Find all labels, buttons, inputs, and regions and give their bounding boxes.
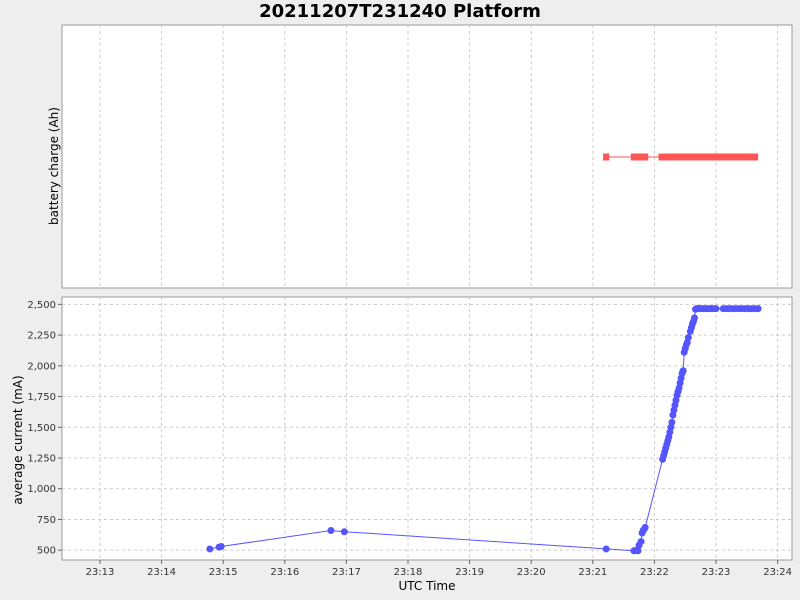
- current-point: [668, 418, 676, 426]
- y-tick-label: 500: [37, 546, 56, 557]
- y-tick-label: 2,500: [27, 300, 56, 311]
- x-tick-label: 23:23: [702, 567, 731, 578]
- y-tick-label: 1,000: [27, 484, 56, 495]
- y-tick-label: 1,500: [27, 423, 56, 434]
- charge-bar: [658, 153, 759, 161]
- current-point: [679, 367, 687, 375]
- x-tick-label: 23:13: [86, 567, 115, 578]
- x-tick-label: 23:14: [147, 567, 176, 578]
- current-point: [712, 305, 720, 313]
- x-tick-label: 23:24: [763, 567, 792, 578]
- y-tick-label: 2,250: [27, 331, 56, 342]
- x-axis-label: UTC Time: [399, 579, 456, 593]
- y-tick-label: 1,750: [27, 392, 56, 403]
- current-point: [217, 542, 225, 550]
- y-tick-label: 750: [37, 515, 56, 526]
- x-tick-label: 23:15: [209, 567, 238, 578]
- current-point: [340, 528, 348, 536]
- current-point: [641, 523, 649, 531]
- battery-charge-panel: [61, 24, 793, 289]
- x-tick-label: 23:18: [394, 567, 423, 578]
- x-tick-label: 23:16: [270, 567, 299, 578]
- x-tick-label: 23:21: [578, 567, 607, 578]
- current-point: [634, 547, 642, 555]
- current-point: [754, 305, 762, 313]
- charge-bar: [603, 153, 610, 161]
- x-tick-label: 23:22: [640, 567, 669, 578]
- x-tick-label: 23:20: [517, 567, 546, 578]
- average-current-panel: 23:13 23:14 23:15 23:16 23:17 23:18 23:19 23:20…: [27, 296, 793, 578]
- bottom-plot-area: [61, 296, 793, 561]
- bottom-y-axis-label: average current (mA): [11, 375, 25, 504]
- current-point: [602, 545, 610, 553]
- charge-bar: [630, 153, 649, 161]
- current-point: [637, 538, 645, 546]
- top-y-axis-label: battery charge (Ah): [47, 107, 61, 225]
- y-tick-label: 1,250: [27, 453, 56, 464]
- y-tick-label: 2,000: [27, 361, 56, 372]
- current-point: [684, 334, 692, 342]
- x-tick-label: 23:17: [332, 567, 361, 578]
- current-point: [206, 545, 214, 553]
- current-point: [690, 314, 698, 322]
- chart-title: 20211207T231240 Platform: [259, 1, 541, 22]
- current-point: [327, 527, 335, 535]
- x-tick-label: 23:19: [455, 567, 484, 578]
